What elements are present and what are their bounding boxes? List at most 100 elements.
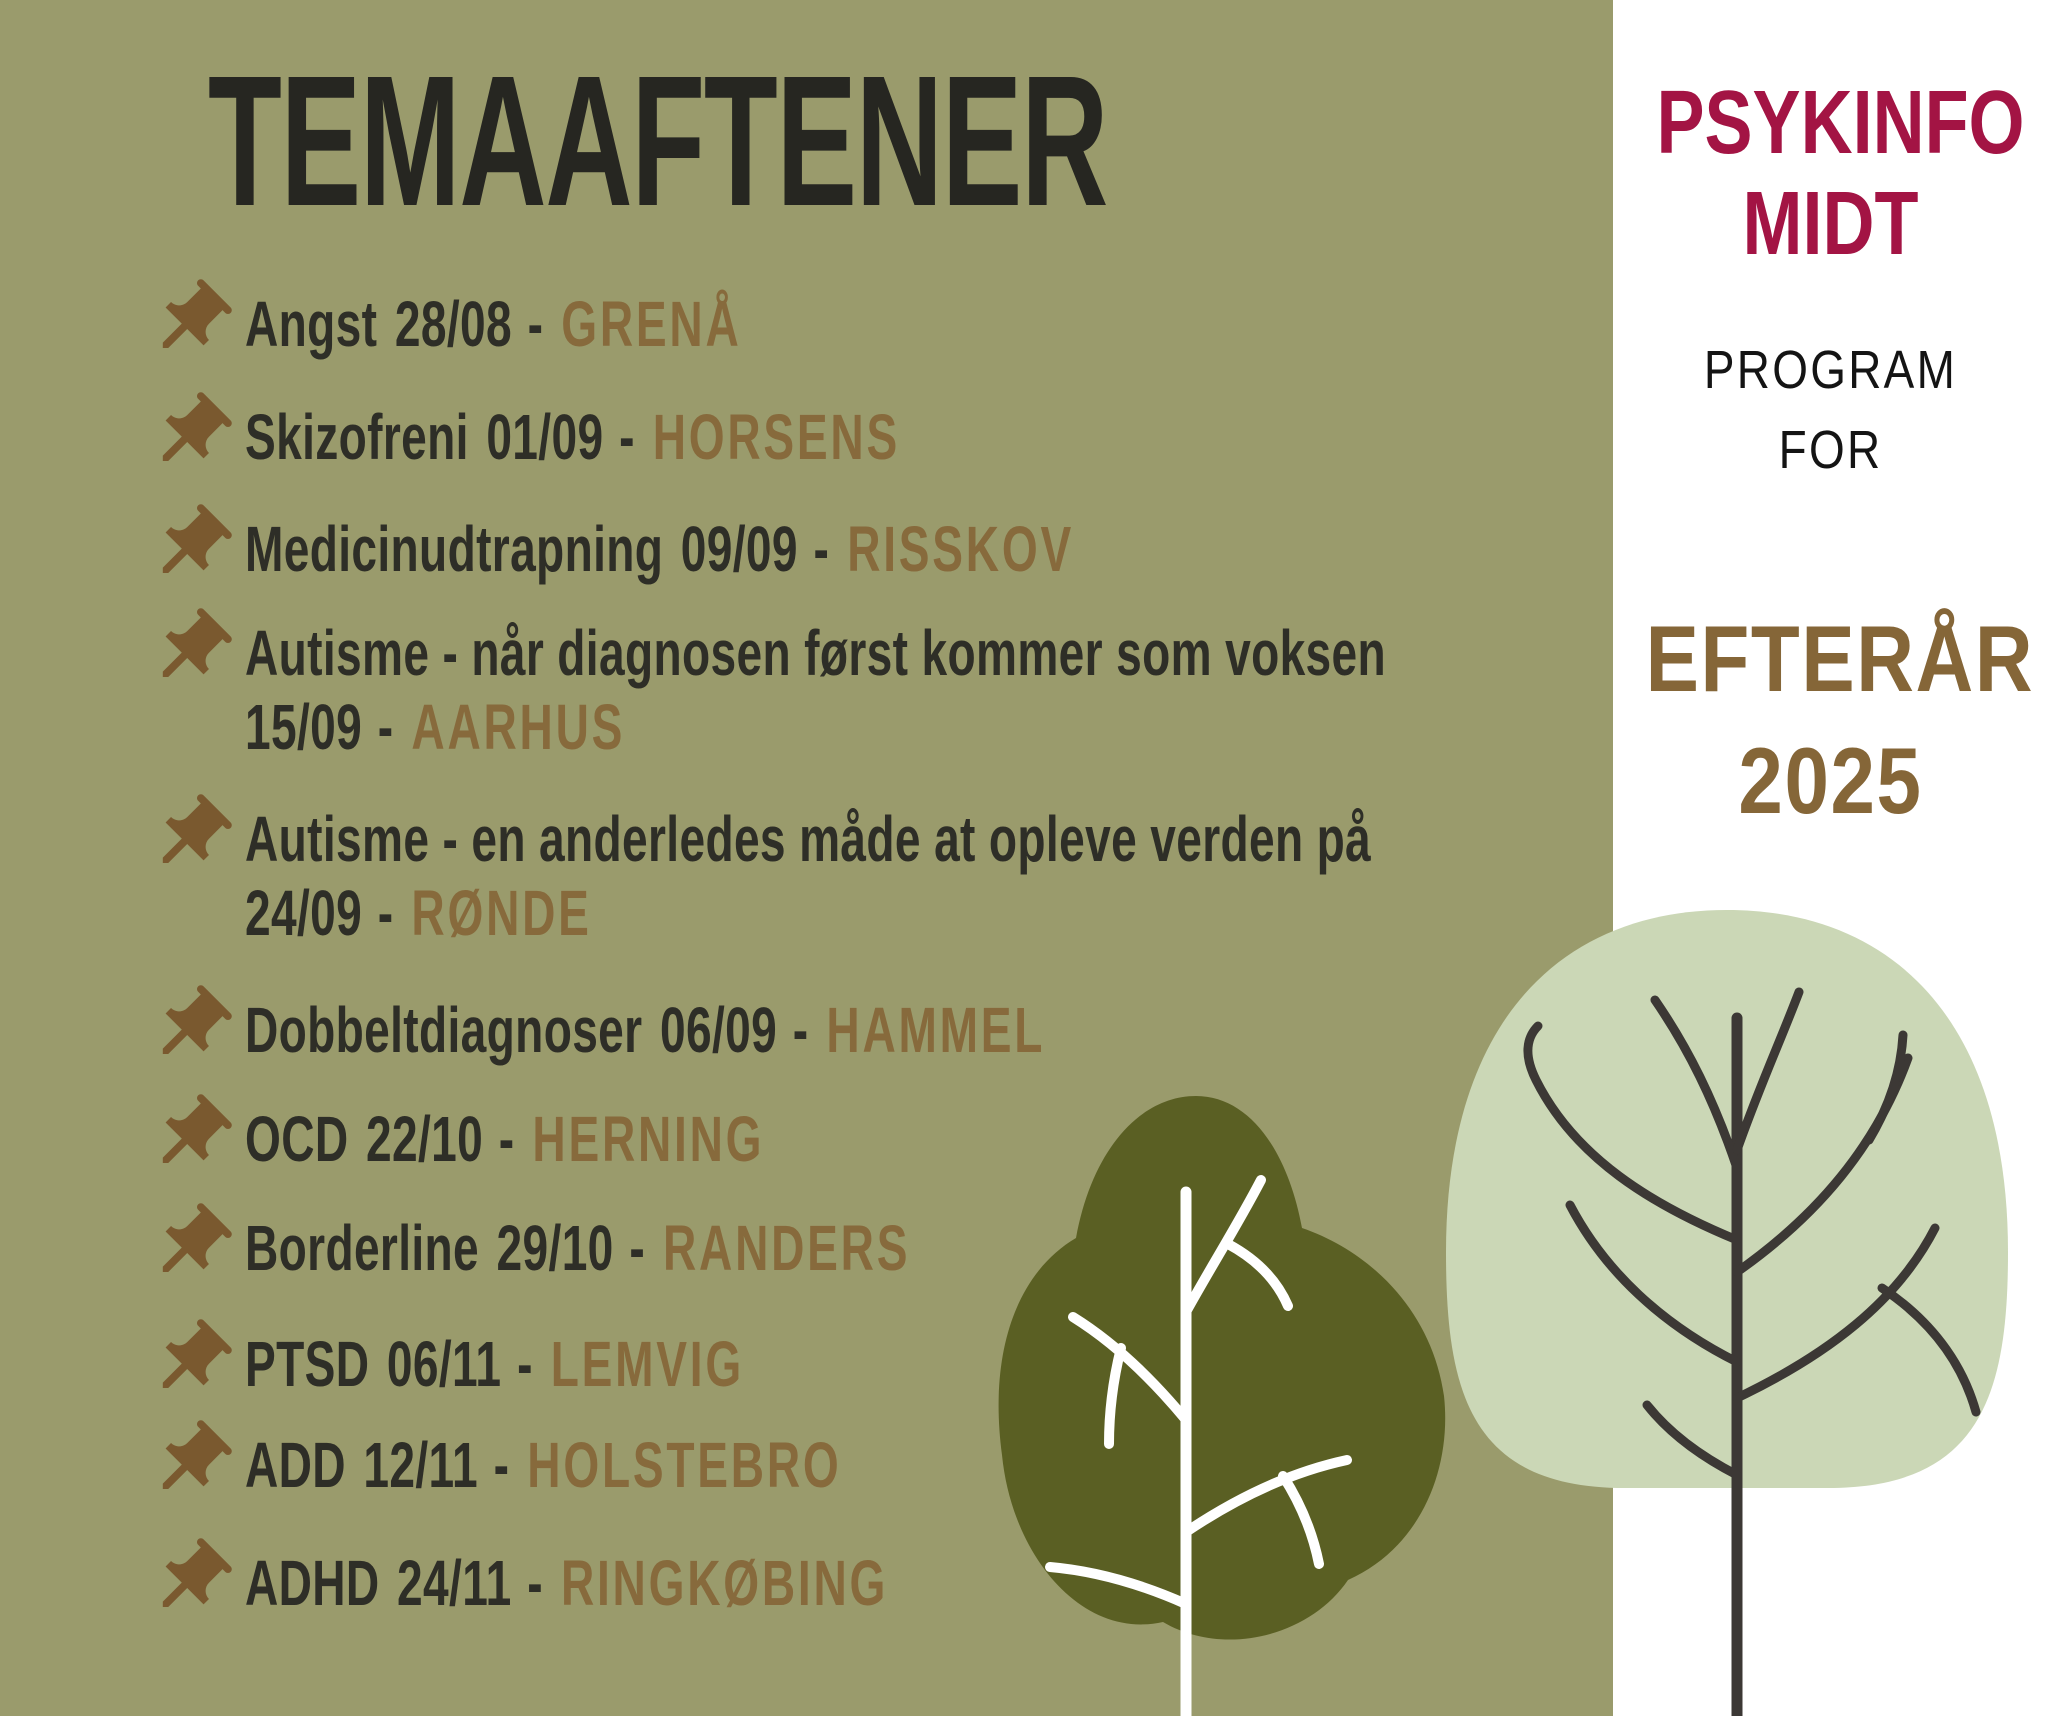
- pushpin-icon-glyph: [162, 1538, 232, 1608]
- pushpin-icon: [144, 1416, 236, 1508]
- pushpin-icon-glyph: [162, 1094, 232, 1164]
- event-date: 12/11: [363, 1429, 478, 1501]
- brand-line-midt: MIDT: [1742, 174, 1919, 274]
- event-date-line: 24/09- RØNDE: [245, 876, 1371, 950]
- pushpin-icon-glyph: [162, 1203, 232, 1273]
- event-line: Medicinudtrapning 09/09- RISSKOV: [245, 512, 1074, 586]
- event-row: Dobbeltdiagnoser 06/09- HAMMEL: [148, 985, 1356, 1067]
- event-location: HERNING: [532, 1103, 765, 1175]
- program-for-label: FOR: [1778, 420, 1883, 480]
- event-separator: -: [619, 401, 635, 473]
- pushpin-icon-glyph: [162, 1420, 232, 1490]
- event-date: 22/10: [365, 1103, 484, 1175]
- event-date: 29/10: [496, 1212, 614, 1284]
- event-separator: -: [629, 1212, 646, 1284]
- event-separator: -: [527, 1547, 543, 1619]
- event-text: ADHD 24/11- RINGKØBING: [245, 1546, 888, 1620]
- pushpin-icon: [144, 1315, 236, 1407]
- event-topic: Medicinudtrapning: [245, 513, 664, 585]
- event-date: 01/09: [486, 401, 604, 473]
- event-line: Borderline 29/10- RANDERS: [245, 1211, 910, 1285]
- event-location: AARHUS: [411, 691, 626, 763]
- event-location: LEMVIG: [550, 1328, 744, 1400]
- event-date-line: 15/09- AARHUS: [245, 690, 1386, 764]
- event-line: ADD 12/11- HOLSTEBRO: [245, 1428, 841, 1502]
- event-date: 09/09: [680, 513, 798, 585]
- main-panel: TEMAAFTENER Angst 28/08- GRENÅ Skizofreni 01…: [0, 0, 1613, 1716]
- event-topic: Skizofreni: [245, 401, 469, 473]
- event-separator: -: [517, 1328, 533, 1400]
- pushpin-icon-glyph: [162, 608, 232, 678]
- event-row: ADD 12/11- HOLSTEBRO: [148, 1420, 1073, 1502]
- event-row: Borderline 29/10- RANDERS: [148, 1203, 1169, 1285]
- event-date: 28/08: [394, 288, 512, 360]
- event-topic: ADD: [245, 1429, 346, 1501]
- pushpin-icon: [144, 1534, 236, 1626]
- event-topic: ADHD: [245, 1547, 380, 1619]
- event-location: RØNDE: [411, 877, 592, 949]
- season-year-label: 2025: [1738, 728, 1923, 833]
- event-topic: Dobbeltdiagnoser: [245, 994, 643, 1066]
- pushpin-icon: [144, 790, 236, 882]
- event-topic: PTSD: [245, 1328, 370, 1400]
- event-text: Angst 28/08- GRENÅ: [245, 287, 742, 361]
- event-location: HORSENS: [652, 401, 900, 473]
- event-date: 06/11: [386, 1328, 502, 1400]
- event-separator: -: [527, 288, 544, 360]
- event-topic-line: Autisme - når diagnosen først kommer som…: [245, 616, 1386, 690]
- event-separator: -: [377, 877, 394, 949]
- event-text: Autisme - når diagnosen først kommer som…: [245, 616, 1386, 764]
- event-text: ADD 12/11- HOLSTEBRO: [245, 1428, 841, 1502]
- event-location: HAMMEL: [826, 994, 1046, 1066]
- event-topic: Angst: [245, 288, 378, 360]
- event-text: PTSD 06/11- LEMVIG: [245, 1327, 744, 1401]
- event-row: Medicinudtrapning 09/09- RISSKOV: [148, 504, 1396, 586]
- program-label: PROGRAM: [1703, 340, 1958, 400]
- pushpin-icon-glyph: [162, 985, 232, 1055]
- event-location: GRENÅ: [561, 288, 742, 360]
- event-text: OCD 22/10- HERNING: [245, 1102, 764, 1176]
- event-text: Medicinudtrapning 09/09- RISSKOV: [245, 512, 1074, 586]
- sidebar: PSYKINFO MIDT PROGRAM FOR EFTERÅR 2025: [1613, 0, 2048, 1716]
- pushpin-icon-glyph: [162, 279, 232, 349]
- event-row: Autisme - når diagnosen først kommer som…: [148, 608, 1830, 764]
- brand-line-psykinfo: PSYKINFO: [1656, 73, 2025, 173]
- event-topic: Autisme - en anderledes måde at opleve v…: [245, 803, 1372, 875]
- event-row: OCD 22/10- HERNING: [148, 1094, 966, 1176]
- event-separator: -: [377, 691, 394, 763]
- event-line: Dobbeltdiagnoser 06/09- HAMMEL: [245, 993, 1045, 1067]
- event-topic: OCD: [245, 1103, 349, 1175]
- event-text: Dobbeltdiagnoser 06/09- HAMMEL: [245, 993, 1045, 1067]
- event-location: RANDERS: [662, 1212, 911, 1284]
- event-line: Angst 28/08- GRENÅ: [245, 287, 742, 361]
- event-row: PTSD 06/11- LEMVIG: [148, 1319, 938, 1401]
- pushpin-icon: [144, 1090, 236, 1182]
- event-date: 06/09: [659, 994, 778, 1066]
- event-row: Angst 28/08- GRENÅ: [148, 279, 935, 361]
- event-line: Skizofreni 01/09- HORSENS: [245, 400, 900, 474]
- pushpin-icon-glyph: [162, 392, 232, 462]
- event-line: ADHD 24/11- RINGKØBING: [245, 1546, 888, 1620]
- event-separator: -: [813, 513, 830, 585]
- event-row: ADHD 24/11- RINGKØBING: [148, 1538, 1138, 1620]
- pushpin-icon: [144, 604, 236, 696]
- event-text: Borderline 29/10- RANDERS: [245, 1211, 910, 1285]
- event-topic: Autisme - når diagnosen først kommer som…: [245, 617, 1387, 689]
- event-location: RISSKOV: [847, 513, 1074, 585]
- pushpin-icon: [144, 388, 236, 480]
- event-topic-line: Autisme - en anderledes måde at opleve v…: [245, 802, 1371, 876]
- event-location: RINGKØBING: [560, 1547, 889, 1619]
- page-title: TEMAAFTENER: [208, 38, 1108, 245]
- event-separator: -: [498, 1103, 515, 1175]
- pushpin-icon: [144, 500, 236, 592]
- event-line: OCD 22/10- HERNING: [245, 1102, 764, 1176]
- event-row: Skizofreni 01/09- HORSENS: [148, 392, 1155, 474]
- season-label: EFTERÅR: [1645, 606, 2035, 711]
- event-topic: Borderline: [245, 1212, 480, 1284]
- event-separator: -: [792, 994, 809, 1066]
- event-date: 24/09: [245, 877, 363, 949]
- pushpin-icon: [144, 1199, 236, 1291]
- pushpin-icon-glyph: [162, 504, 232, 574]
- pushpin-icon: [144, 981, 236, 1073]
